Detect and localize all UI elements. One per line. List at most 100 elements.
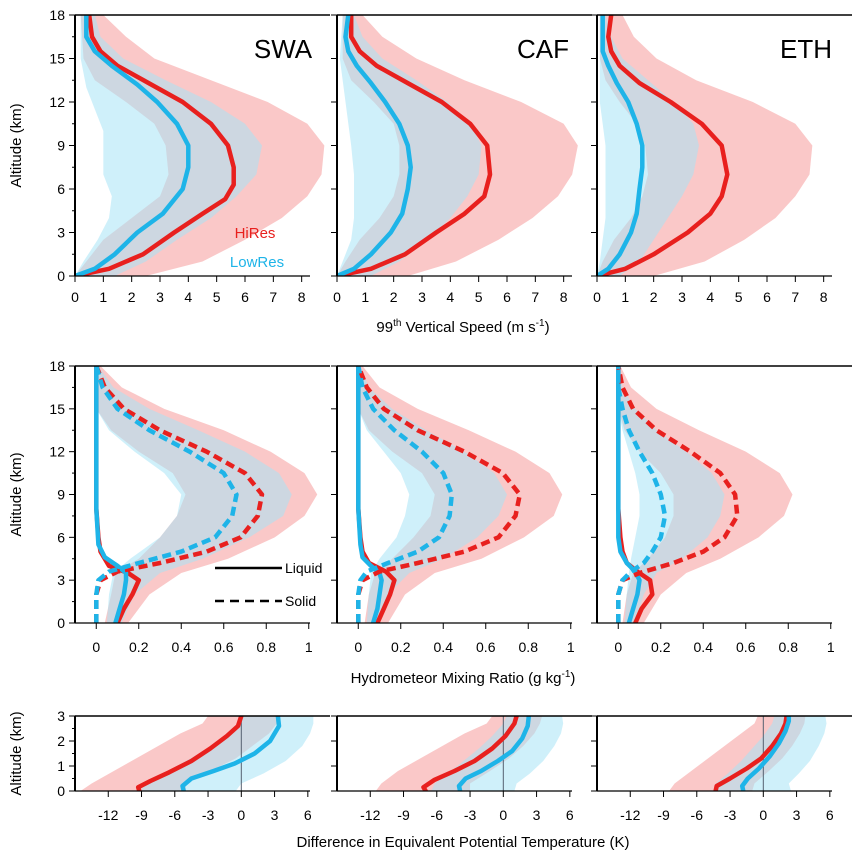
x-tick-label: 3 <box>533 807 541 823</box>
x-tick-label: 7 <box>791 289 799 305</box>
x-tick-label: 4 <box>446 289 454 305</box>
series-line-lowres-solid <box>94 366 239 623</box>
series-line-hires <box>597 15 730 276</box>
x-tick-label: 0 <box>499 807 507 823</box>
x-tick-label: 7 <box>269 289 277 305</box>
y-tick-label: 18 <box>49 358 65 374</box>
x-tick-label: 0 <box>354 639 362 655</box>
spread-band-lowres <box>75 15 262 276</box>
x-tick-label: 0.4 <box>434 639 454 655</box>
series-line-lowres <box>456 716 532 791</box>
x-axis-label-part: Hydrometeor Mixing Ratio (g kg <box>351 670 562 687</box>
x-tick-label: 0 <box>614 639 622 655</box>
panel-vertical-speed-caf: 0 1 2 3 4 5 6 7 8 CAF <box>331 14 592 305</box>
x-tick-label: -3 <box>724 807 737 823</box>
x-tick-label: 8 <box>820 289 828 305</box>
y-tick-label: 12 <box>49 444 65 460</box>
x-tick-label: 0.2 <box>651 639 671 655</box>
series-line-lowres-liquid <box>356 366 384 623</box>
spread-band-lowres <box>96 366 292 623</box>
plot-area <box>80 716 314 791</box>
x-tick-label: 0.4 <box>694 639 714 655</box>
x-tick-label: -9 <box>657 807 670 823</box>
x-axis-label-sup: -1 <box>536 318 545 329</box>
series-line-hires-solid <box>616 366 740 623</box>
x-tick-label: 6 <box>503 289 511 305</box>
x-tick-label: 2 <box>128 289 136 305</box>
series-line-lowres-liquid <box>616 366 642 623</box>
x-tick-label: 3 <box>271 807 279 823</box>
legend-label-solid: Solid <box>285 593 316 609</box>
plot-area <box>356 366 563 623</box>
legend-label-liquid: Liquid <box>285 560 322 576</box>
x-tick-label: 3 <box>678 289 686 305</box>
series-line-hires-solid <box>356 366 523 623</box>
y-axis-label: Altitude (km) <box>8 103 25 187</box>
x-axis-label: 99th Vertical Speed (m s-1) <box>376 318 549 336</box>
series-line-lowres-solid <box>356 366 455 623</box>
x-tick-label: 6 <box>826 807 834 823</box>
x-tick-label: -6 <box>169 807 182 823</box>
x-tick-label: 6 <box>304 807 312 823</box>
y-tick-label: 3 <box>57 572 65 588</box>
x-tick-label: -12 <box>98 807 118 823</box>
x-tick-label: 0 <box>71 289 79 305</box>
y-tick-label: 3 <box>57 225 65 241</box>
panel-theta-e-caf: -12 -9 -6 -3 0 3 6 <box>331 715 592 823</box>
series-line-hires <box>135 716 244 791</box>
series-line-lowres <box>597 15 645 276</box>
plot-area <box>597 15 813 276</box>
x-tick-label: 0.6 <box>214 639 234 655</box>
x-tick-label: -9 <box>135 807 148 823</box>
x-tick-label: 0.8 <box>779 639 799 655</box>
series-line-lowres <box>337 15 413 276</box>
x-tick-label: 1 <box>305 639 313 655</box>
y-tick-label: 0 <box>57 615 65 631</box>
spread-band-lowres <box>141 716 314 791</box>
x-tick-label: 0.6 <box>736 639 756 655</box>
x-axis-label-sup: -1 <box>562 669 571 680</box>
spread-band-lowres <box>597 15 699 276</box>
x-tick-label: 3 <box>156 289 164 305</box>
panel-hydrometeor-swa: 0 0.2 0.4 0.6 0.8 1 0 3 6 9 12 15 18 <box>49 358 330 655</box>
x-tick-label: 1 <box>567 639 575 655</box>
x-tick-label: 1 <box>361 289 369 305</box>
series-line-lowres <box>739 716 792 791</box>
legend-label-hires: HiRes <box>235 225 276 242</box>
y-tick-label: 1 <box>57 758 65 774</box>
panel-theta-e-eth: -12 -9 -6 -3 0 3 6 <box>591 715 852 823</box>
y-tick-label: 9 <box>57 487 65 503</box>
x-tick-label: 3 <box>418 289 426 305</box>
series-line-hires-solid <box>94 366 265 623</box>
x-axis-label-part: 99 <box>376 319 393 336</box>
x-axis-label-part: Difference in Equivalent Potential Tempe… <box>297 834 630 851</box>
x-tick-label: -6 <box>431 807 444 823</box>
y-tick-label: 15 <box>49 51 65 67</box>
legend-label-lowres: LowRes <box>230 254 284 271</box>
y-tick-label: 3 <box>57 708 65 724</box>
series-line-hires <box>75 15 236 276</box>
panel-vertical-speed-eth: 0 1 2 3 4 5 6 7 8 ETH <box>591 14 852 305</box>
x-tick-label: 0.6 <box>476 639 496 655</box>
x-tick-label: 7 <box>531 289 539 305</box>
x-tick-label: 4 <box>184 289 192 305</box>
panel-hydrometeor-caf: 0 0.2 0.4 0.6 0.8 1 <box>331 365 592 655</box>
x-tick-label: -6 <box>691 807 704 823</box>
panel-hydrometeor-eth: 0 0.2 0.4 0.6 0.8 1 <box>591 365 852 655</box>
x-tick-label: 0.8 <box>257 639 277 655</box>
x-tick-label: 0.8 <box>519 639 539 655</box>
y-tick-label: 0 <box>57 268 65 284</box>
series-line-hires <box>421 716 519 791</box>
plot-area <box>337 15 578 276</box>
plot-area <box>616 366 793 623</box>
x-axis-label: Difference in Equivalent Potential Tempe… <box>297 834 630 851</box>
y-tick-label: 6 <box>57 181 65 197</box>
x-tick-label: 5 <box>475 289 483 305</box>
x-axis-label-part: ) <box>570 670 575 687</box>
panel-title: SWA <box>254 34 313 64</box>
x-tick-label: 6 <box>763 289 771 305</box>
x-tick-label: 6 <box>241 289 249 305</box>
